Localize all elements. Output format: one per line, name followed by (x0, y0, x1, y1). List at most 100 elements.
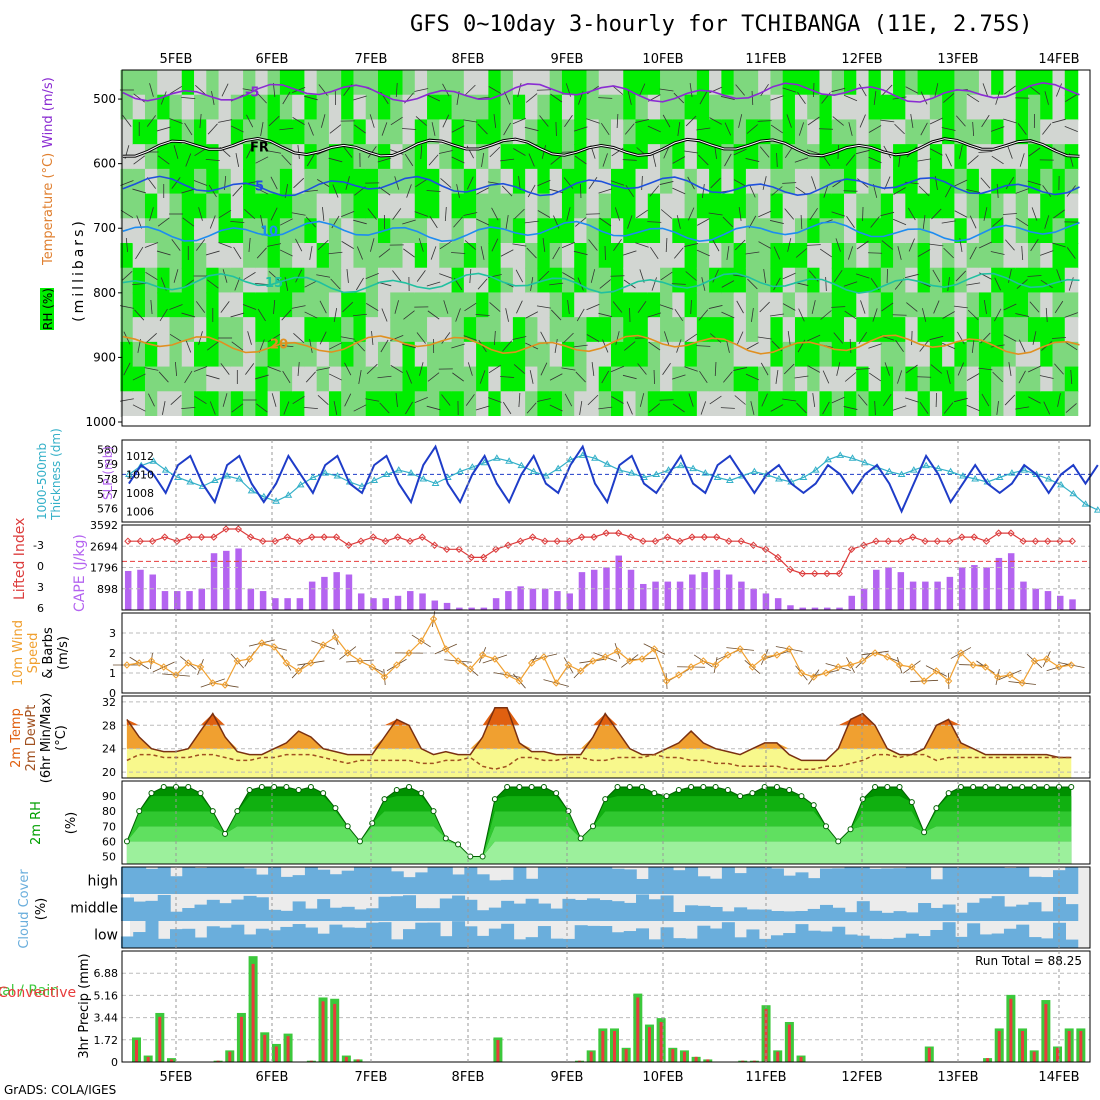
wind-barb (247, 331, 252, 345)
wind-barb (1042, 185, 1052, 197)
rh-point (540, 784, 547, 791)
cape-bar (725, 574, 733, 610)
rh-cell (586, 292, 600, 319)
rh-cell (365, 119, 380, 146)
rh-cell (880, 218, 895, 244)
cloud-cell (721, 911, 735, 921)
wind-barb (994, 277, 1002, 291)
surface-strip (122, 416, 1090, 426)
wind-barb (794, 375, 809, 379)
cloud-cell (1016, 904, 1030, 921)
wind-barb (392, 270, 402, 282)
wind-barb (635, 242, 649, 248)
wind-barb (377, 375, 392, 379)
rh-point (393, 787, 400, 794)
rh-cell (672, 193, 686, 220)
wind-barb (549, 282, 564, 286)
wind-barb (304, 311, 318, 319)
cape-bar (934, 581, 941, 610)
cloud-cell (795, 910, 809, 921)
rh-cell (1003, 366, 1017, 393)
wind-barb (905, 86, 919, 94)
cloud-cell (586, 925, 600, 948)
rh-cell (893, 168, 907, 195)
rh-point (921, 829, 928, 836)
cloud-cell (1003, 906, 1017, 921)
rh-cell (390, 218, 404, 244)
cape-bar (1044, 591, 1052, 610)
wind-speed-point (540, 653, 548, 661)
wind-barb (514, 208, 525, 220)
cape-bar (787, 605, 794, 610)
wind-barb (150, 299, 153, 315)
wind-barb (1003, 334, 1017, 342)
rh-cell (978, 341, 993, 368)
wind-barb (525, 93, 538, 103)
wind-barb (784, 208, 795, 220)
rh-cell (194, 243, 208, 269)
rh-cell (427, 94, 441, 121)
wind-barb (146, 115, 157, 127)
wind-speed-point (957, 649, 965, 657)
wind-barb (690, 299, 692, 315)
rh-cell (292, 218, 306, 244)
rh-cell (341, 243, 355, 269)
wind-barb (282, 91, 291, 105)
rh-cell (660, 317, 674, 343)
rh-cell (463, 70, 478, 96)
wind-barb (536, 305, 551, 309)
wind-barb (996, 183, 999, 199)
rh-cell (647, 317, 662, 343)
rh-cell (451, 168, 466, 195)
rh-cell (402, 70, 417, 96)
rh-cell (709, 366, 723, 393)
wind-barb (934, 83, 939, 97)
rh-cell (745, 218, 760, 244)
rh-cell (856, 70, 870, 96)
rh-cell (1003, 341, 1017, 368)
rh-cell (377, 243, 392, 269)
rh-cell (120, 341, 134, 368)
rh-cell (218, 292, 233, 319)
wind-barb (1018, 370, 1026, 384)
rh-cell (427, 341, 441, 368)
rh-cell (120, 292, 134, 319)
cloud-cell (856, 935, 870, 948)
wind-barb (526, 247, 537, 259)
wind-barb (245, 363, 255, 375)
wind-barb (599, 279, 611, 289)
rh-cell (132, 243, 147, 269)
wind-barb (267, 333, 281, 343)
wind-barb (720, 96, 735, 100)
wind-speed-point (736, 645, 744, 653)
wind-speed-point (993, 673, 1002, 681)
lifted-index-point (761, 545, 770, 553)
wind-barb (1008, 269, 1012, 283)
rh-cell (745, 267, 760, 294)
wind-barb (255, 374, 269, 380)
rh-cell (1027, 119, 1042, 146)
wind-barb (981, 114, 990, 128)
cloud-cell (182, 867, 196, 894)
cape-bar (149, 574, 156, 610)
rh-cell (819, 317, 833, 343)
wind-barb (990, 126, 1005, 132)
rh-point (896, 784, 903, 791)
rh-cell (512, 317, 527, 343)
cloud-cell (366, 867, 380, 894)
wind-barb (624, 123, 635, 135)
cape-bar (161, 591, 169, 610)
rh-cell (917, 119, 932, 146)
wind-barb (182, 217, 195, 227)
rh-cell (537, 193, 551, 220)
wind-barb (353, 404, 367, 412)
wind-barb (540, 362, 548, 376)
rh-cell (942, 144, 956, 170)
wind-barb (831, 396, 845, 404)
precip-convective-bar (228, 1051, 232, 1062)
wind-barb (844, 372, 857, 382)
cloud-cell (783, 875, 797, 894)
wind-barb (230, 220, 245, 224)
wind-barb (564, 393, 573, 407)
wind-barb (688, 393, 694, 407)
